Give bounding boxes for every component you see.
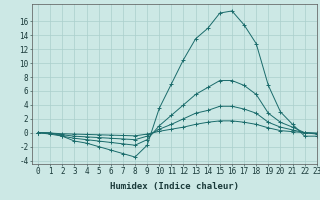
X-axis label: Humidex (Indice chaleur): Humidex (Indice chaleur) (110, 182, 239, 191)
